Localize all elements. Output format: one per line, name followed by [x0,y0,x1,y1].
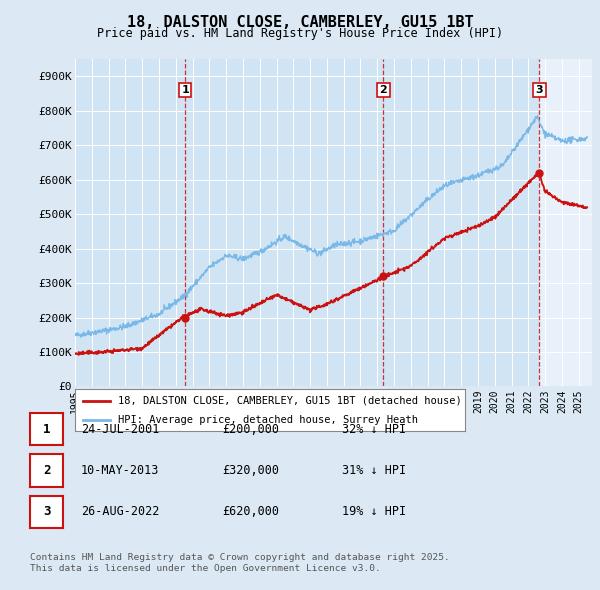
Text: 24-JUL-2001: 24-JUL-2001 [81,422,160,436]
Text: Contains HM Land Registry data © Crown copyright and database right 2025.
This d: Contains HM Land Registry data © Crown c… [30,553,450,573]
Text: 3: 3 [43,505,50,519]
Text: Price paid vs. HM Land Registry's House Price Index (HPI): Price paid vs. HM Land Registry's House … [97,27,503,40]
Text: £200,000: £200,000 [222,422,279,436]
Text: £320,000: £320,000 [222,464,279,477]
Text: 32% ↓ HPI: 32% ↓ HPI [342,422,406,436]
Text: 3: 3 [536,85,543,95]
Text: £620,000: £620,000 [222,505,279,519]
Text: 1: 1 [181,85,189,95]
Text: 26-AUG-2022: 26-AUG-2022 [81,505,160,519]
Text: 2: 2 [380,85,388,95]
Text: 31% ↓ HPI: 31% ↓ HPI [342,464,406,477]
Text: HPI: Average price, detached house, Surrey Heath: HPI: Average price, detached house, Surr… [118,415,418,425]
Text: 10-MAY-2013: 10-MAY-2013 [81,464,160,477]
Text: 18, DALSTON CLOSE, CAMBERLEY, GU15 1BT: 18, DALSTON CLOSE, CAMBERLEY, GU15 1BT [127,15,473,30]
Text: 18, DALSTON CLOSE, CAMBERLEY, GU15 1BT (detached house): 18, DALSTON CLOSE, CAMBERLEY, GU15 1BT (… [118,395,461,405]
Text: 1: 1 [43,422,50,436]
Bar [539,59,592,386]
Text: 2: 2 [43,464,50,477]
Text: 19% ↓ HPI: 19% ↓ HPI [342,505,406,519]
